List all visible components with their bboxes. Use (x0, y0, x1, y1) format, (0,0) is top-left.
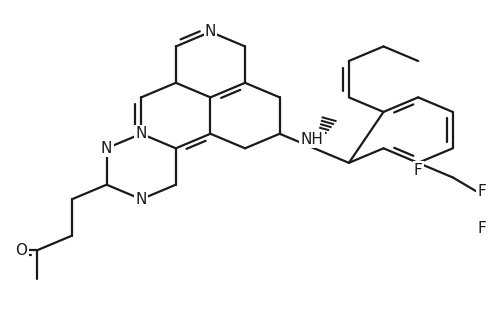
Text: F: F (414, 163, 422, 177)
Text: NH: NH (300, 132, 324, 147)
Text: O: O (16, 243, 28, 258)
Text: N: N (101, 141, 112, 156)
Text: N: N (136, 126, 147, 141)
Text: N: N (136, 192, 147, 207)
Text: F: F (478, 221, 486, 236)
Text: N: N (205, 24, 216, 39)
Text: F: F (478, 184, 486, 199)
